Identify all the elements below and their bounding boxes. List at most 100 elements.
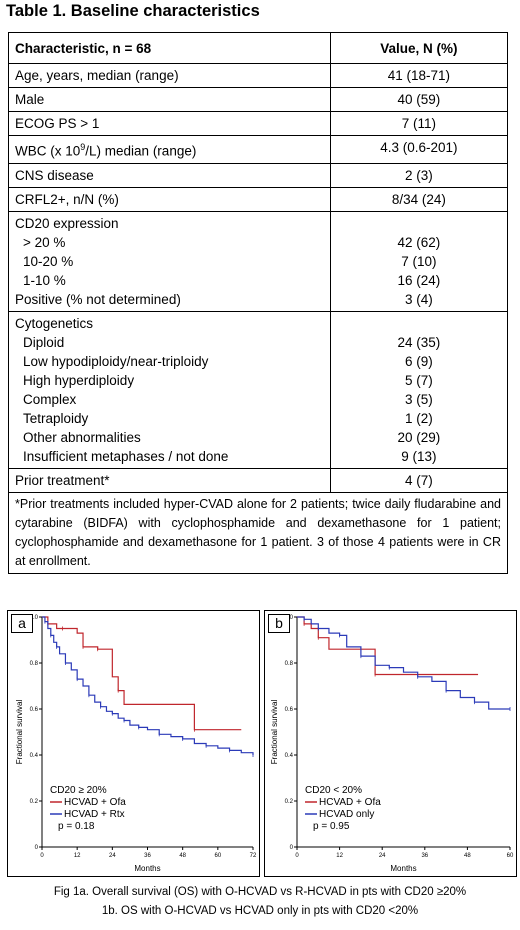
y-tick-label: 0 xyxy=(290,845,294,851)
survival-curve-blue xyxy=(297,616,510,710)
table-row-cytogenetics: Cytogenetics Diploid Low hypodiploidy/ne… xyxy=(8,310,509,469)
cyto-item-value: 9 (13) xyxy=(401,448,437,464)
legend-entry: HCVAD + Ofa xyxy=(319,797,381,808)
cyto-item-value: 1 (2) xyxy=(405,410,433,426)
cd20-labels: CD20 expression > 20 % 10-20 % 1-10 % Po… xyxy=(8,210,331,312)
panel-label-a: a xyxy=(11,614,33,633)
figure-caption-line1: Fig 1a. Overall survival (OS) with O-HCV… xyxy=(53,886,467,898)
legend-entry: HCVAD only xyxy=(319,809,374,820)
row-label: Male xyxy=(8,87,331,112)
figure-caption-line2: 1b. OS with O-HCVAD vs HCVAD only in pts… xyxy=(101,905,419,917)
y-tick-label: 0 xyxy=(35,845,39,851)
cd20-positive-label: Positive (% not determined) xyxy=(15,291,181,307)
cyto-item-label: Low hypodiploidy/near-triploidy xyxy=(23,353,209,369)
y-tick-label: 0.4 xyxy=(285,753,294,759)
cd20-values: 42 (62) 7 (10) 16 (24) 3 (4) xyxy=(329,210,509,312)
p-value: p = 0.18 xyxy=(58,821,95,832)
wbc-label-post: /L) median (range) xyxy=(85,143,197,159)
table-header-row: Characteristic, n = 68 Value, N (%) xyxy=(8,32,509,64)
row-label: ECOG PS > 1 xyxy=(8,111,331,136)
cyto-item-label: Tetraploidy xyxy=(23,410,89,426)
prior-value: 4 (7) xyxy=(329,467,509,493)
table-footnote-row: *Prior treatments included hyper-CVAD al… xyxy=(8,491,508,574)
cd20-item-value: 42 (62) xyxy=(397,234,441,250)
row-label: CRFL2+, n/N (%) xyxy=(8,186,331,212)
table-row: Age, years, median (range) 41 (18-71) xyxy=(8,63,509,88)
cd20-item-value: 16 (24) xyxy=(397,272,441,288)
row-value: 41 (18-71) xyxy=(329,63,509,88)
cyto-item-value: 6 (9) xyxy=(405,353,433,369)
cyto-item-label: Other abnormalities xyxy=(23,429,141,445)
x-tick-label: 12 xyxy=(74,853,81,859)
x-tick-label: 36 xyxy=(421,853,428,859)
x-tick-label: 36 xyxy=(144,853,151,859)
cd20-item-label: > 20 % xyxy=(23,234,66,250)
cd20-title: CD20 expression xyxy=(15,215,119,231)
legend-entry: HCVAD + Ofa xyxy=(64,797,126,808)
row-value: 2 (3) xyxy=(329,162,509,188)
y-tick-label: 0.2 xyxy=(30,799,39,805)
x-tick-label: 48 xyxy=(179,853,186,859)
table-row-cd20: CD20 expression > 20 % 10-20 % 1-10 % Po… xyxy=(8,210,509,312)
row-label: CNS disease xyxy=(8,162,331,188)
header-value: Value, N (%) xyxy=(329,32,509,64)
y-axis-label: Fractional survival xyxy=(15,700,24,765)
cyto-title: Cytogenetics xyxy=(15,315,94,331)
x-tick-label: 12 xyxy=(336,853,343,859)
survival-curve-blue xyxy=(42,616,254,755)
cyto-item-label: Complex xyxy=(23,391,77,407)
survival-chart-a: 0 12 24 36 48 60 72 0 0.2 0.4 0.6 0.8 1.0 Months Fract… xyxy=(15,615,257,873)
cd20-item-value: 7 (10) xyxy=(401,253,437,269)
cyto-item-value: 24 (35) xyxy=(397,334,441,350)
x-axis-label: Months xyxy=(390,864,416,873)
x-tick-label: 72 xyxy=(250,853,257,859)
legend-title: CD20 ≥ 20% xyxy=(50,785,107,796)
x-tick-label: 24 xyxy=(109,853,116,859)
x-axis-label: Months xyxy=(134,864,160,873)
table-row: Prior treatment* 4 (7) xyxy=(8,467,509,493)
y-axis-label: Fractional survival xyxy=(270,700,279,765)
row-label: Age, years, median (range) xyxy=(8,63,331,88)
survival-chart-b: 0122436486000.20.40.60.81.0MonthsFractio… xyxy=(270,615,514,873)
legend-title: CD20 < 20% xyxy=(305,785,362,796)
y-tick-label: 0.8 xyxy=(30,661,39,667)
cyto-values: 24 (35) 6 (9) 5 (7) 3 (5) 1 (2) 20 (29) … xyxy=(329,310,509,469)
p-value: p = 0.95 xyxy=(313,821,350,832)
y-tick-label: 0.2 xyxy=(285,799,294,805)
wbc-label-pre: WBC (x 10 xyxy=(15,143,81,159)
table-row: Male 40 (59) xyxy=(8,87,509,112)
cyto-item-value: 20 (29) xyxy=(397,429,441,445)
row-value: 7 (11) xyxy=(329,111,509,136)
table-row: CRFL2+, n/N (%) 8/34 (24) xyxy=(8,186,509,212)
cyto-item-value: 3 (5) xyxy=(405,391,433,407)
cyto-item-label: Insufficient metaphases / not done xyxy=(23,448,229,464)
cyto-item-label: High hyperdiploidy xyxy=(23,372,135,388)
survival-curve-red xyxy=(42,616,242,731)
table-row: CNS disease 2 (3) xyxy=(8,162,509,188)
y-tick-label: 0.6 xyxy=(30,707,39,713)
y-tick-label: 0.8 xyxy=(285,661,294,667)
table-row: WBC (x 109/L) median (range) 4.3 (0.6-20… xyxy=(8,135,509,164)
table-footnote: *Prior treatments included hyper-CVAD al… xyxy=(8,491,508,574)
x-tick-label: 60 xyxy=(214,853,221,859)
panel-label-b: b xyxy=(268,614,290,633)
cd20-item-label: 10-20 % xyxy=(23,253,74,269)
cyto-item-label: Diploid xyxy=(23,334,65,350)
x-tick-label: 0 xyxy=(40,853,44,859)
legend-entry: HCVAD + Rtx xyxy=(64,809,125,820)
y-tick-label: 0.6 xyxy=(285,707,294,713)
row-label: WBC (x 109/L) median (range) xyxy=(8,135,331,164)
baseline-table: Characteristic, n = 68 Value, N (%) Age,… xyxy=(8,32,509,574)
x-tick-label: 60 xyxy=(507,853,514,859)
header-characteristic: Characteristic, n = 68 xyxy=(8,32,331,64)
prior-label: Prior treatment* xyxy=(8,467,331,493)
table-row: ECOG PS > 1 7 (11) xyxy=(8,111,509,136)
row-value: 4.3 (0.6-201) xyxy=(329,135,509,164)
cd20-positive-value: 3 (4) xyxy=(405,291,433,307)
figure-panel-b: b 0122436486000.20.40.60.81.0MonthsFract… xyxy=(264,610,517,877)
wbc-label-sup: 9 xyxy=(80,142,86,152)
figure-panel-a: a 0 12 24 36 48 60 72 0 0.2 0.4 0.6 0.8 1.0 Months Fra… xyxy=(7,610,260,877)
cyto-labels: Cytogenetics Diploid Low hypodiploidy/ne… xyxy=(8,310,331,469)
y-tick-label: 1.0 xyxy=(30,615,39,621)
x-tick-label: 0 xyxy=(295,853,299,859)
